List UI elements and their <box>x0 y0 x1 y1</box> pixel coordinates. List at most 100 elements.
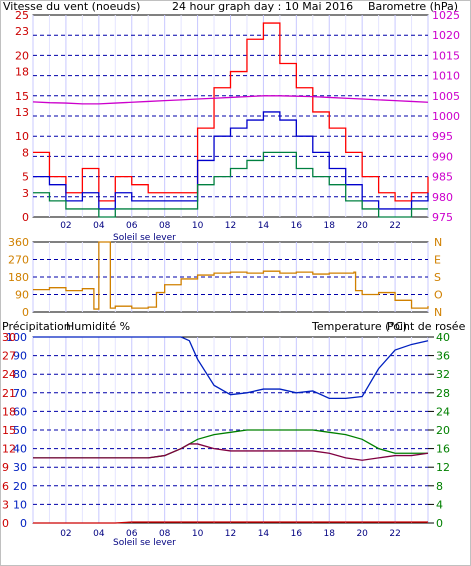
wind-series-line-0 <box>33 22 429 202</box>
wind-y-tick-label: 23 <box>15 25 29 38</box>
temp-panel-rain-ticks: 0 3 6 9 12 15 18 21 24 27 30 <box>2 331 16 530</box>
baro-y-tick-label: 980 <box>432 191 453 204</box>
x-tick-label: 16 <box>291 221 303 231</box>
humidity-y-tick-label: 40 <box>13 443 27 456</box>
temperature-y-tick-label: 28 <box>436 387 450 400</box>
rain-y-tick-label: 15 <box>2 424 16 437</box>
direction-panel-series <box>33 241 429 310</box>
rain-y-tick-label: 9 <box>2 461 9 474</box>
x-tick-label: 18 <box>324 529 336 539</box>
x-tick-label: 06 <box>126 529 138 539</box>
compass-tick-label: N <box>434 236 442 249</box>
temperature-y-tick-label: 16 <box>436 443 450 456</box>
x-tick-label: 16 <box>291 529 303 539</box>
graph-title: 24 hour graph day : 10 Mai 2016 <box>172 0 353 13</box>
temperature-y-tick-label: 8 <box>436 480 443 493</box>
baro-y-tick-label: 1005 <box>432 90 460 103</box>
temperature-y-tick-label: 24 <box>436 405 450 418</box>
rain-y-tick-label: 27 <box>2 350 16 363</box>
direction-panel-y-ticks: 0 90 180 270 360 <box>8 236 29 319</box>
wind-panel-baro-ticks: 975 980 985 990 995 1000 1005 1010 1015 1020 1025 <box>432 9 460 224</box>
humidity-axis-label: Humidité % <box>66 320 130 333</box>
compass-tick-label: E <box>434 254 441 267</box>
sunrise-label-top: Soleil se lever <box>113 233 176 243</box>
dewpoint-axis-label: Point de rosée <box>387 320 466 333</box>
rain-y-tick-label: 21 <box>2 387 16 400</box>
direction-y-tick-label: 270 <box>8 254 29 267</box>
baro-y-tick-label: 1015 <box>432 49 460 62</box>
direction-y-tick-label: 0 <box>22 306 29 319</box>
x-tick-label: 02 <box>60 529 71 539</box>
x-tick-label: 04 <box>93 221 105 231</box>
direction-y-tick-label: 360 <box>8 236 29 249</box>
baro-y-tick-label: 1025 <box>432 9 460 22</box>
wind-panel-y-ticks: 0 3 5 8 10 13 15 18 20 23 25 <box>15 9 29 224</box>
wind-y-tick-label: 25 <box>15 9 29 22</box>
wind-y-tick-label: 13 <box>15 106 29 119</box>
rain-y-tick-label: 18 <box>2 405 16 418</box>
x-tick-label: 02 <box>60 221 71 231</box>
rain-y-tick-label: 30 <box>2 331 16 344</box>
wind-series-line-1 <box>33 111 429 210</box>
rain-y-tick-label: 12 <box>2 443 16 456</box>
x-tick-label: 08 <box>159 529 171 539</box>
x-tick-label: 14 <box>258 221 270 231</box>
baro-y-tick-label: 990 <box>432 150 453 163</box>
humidity-y-tick-label: 30 <box>13 461 27 474</box>
humidity-y-tick-label: 50 <box>13 424 27 437</box>
rain-line <box>33 521 428 524</box>
humidity-y-tick-label: 10 <box>13 498 27 511</box>
rain-y-tick-label: 6 <box>2 480 9 493</box>
temperature-y-tick-label: 36 <box>436 350 450 363</box>
baro-y-tick-label: 1000 <box>432 110 460 123</box>
baro-y-tick-label: 975 <box>432 211 453 224</box>
humidity-y-tick-label: 80 <box>13 368 27 381</box>
wind-y-tick-label: 5 <box>22 171 29 184</box>
temp-panel-humidity-ticks: 0 10 20 30 40 50 60 70 80 90 100 <box>6 331 27 530</box>
temperature-axis-label: Temperature (°C) <box>311 320 407 333</box>
rain-y-tick-label: 3 <box>2 498 9 511</box>
dewpoint-line <box>33 443 429 461</box>
x-tick-label: 10 <box>192 221 204 231</box>
humidity-y-tick-label: 70 <box>13 387 27 400</box>
temp-panel-temperature-ticks: 0 4 8 12 16 20 24 28 32 36 40 <box>428 331 450 530</box>
x-tick-label: 22 <box>389 529 400 539</box>
compass-tick-label: O <box>434 289 443 302</box>
temp-panel-series <box>33 336 429 524</box>
wind-y-tick-label: 15 <box>15 90 29 103</box>
baro-y-tick-label: 1010 <box>432 70 460 83</box>
baro-axis-label: Barometre (hPa) <box>368 0 458 13</box>
humidity-y-tick-label: 100 <box>6 331 27 344</box>
rain-axis-label: Précipitation <box>2 320 71 333</box>
wind-y-tick-label: 18 <box>15 66 29 79</box>
x-tick-label: 10 <box>192 529 204 539</box>
humidity-line <box>33 336 429 400</box>
x-tick-label: 20 <box>356 529 368 539</box>
baro-y-tick-label: 995 <box>432 130 453 143</box>
compass-tick-label: S <box>434 271 441 284</box>
x-tick-label: 12 <box>225 529 236 539</box>
x-tick-label: 06 <box>126 221 138 231</box>
direction-y-tick-label: 90 <box>15 289 29 302</box>
temperature-y-tick-label: 0 <box>436 517 443 530</box>
temperature-y-tick-label: 40 <box>436 331 450 344</box>
x-tick-label: 04 <box>93 529 105 539</box>
humidity-y-tick-label: 20 <box>13 480 27 493</box>
wind-y-tick-label: 3 <box>22 187 29 200</box>
wind-y-tick-label: 8 <box>22 146 29 159</box>
wind-y-tick-label: 10 <box>15 130 29 143</box>
temp-panel-x-ticks: 02 04 06 08 10 12 14 16 18 20 22 <box>60 529 401 539</box>
compass-tick-label: N <box>434 306 442 319</box>
baro-y-tick-label: 1020 <box>432 29 460 42</box>
temperature-y-tick-label: 32 <box>436 368 450 381</box>
x-tick-label: 12 <box>225 221 236 231</box>
x-tick-label: 22 <box>389 221 400 231</box>
wind-series-line-2 <box>33 151 428 218</box>
temperature-y-tick-label: 12 <box>436 461 450 474</box>
wind-y-tick-label: 20 <box>15 49 29 62</box>
rain-y-tick-label: 24 <box>2 368 16 381</box>
temp-panel-grid <box>32 337 429 523</box>
wind-panel-x-ticks: 02 04 06 08 10 12 14 16 18 20 22 <box>60 221 401 231</box>
